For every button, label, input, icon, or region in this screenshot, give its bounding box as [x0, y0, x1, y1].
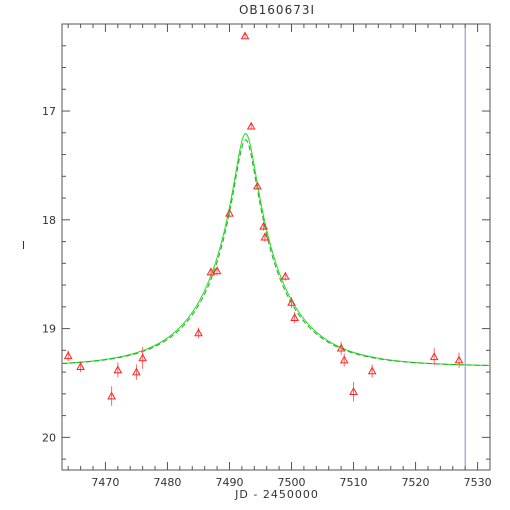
model-curve-solid [61, 133, 491, 366]
triangle-marker [339, 355, 349, 364]
triangle-marker [429, 352, 439, 361]
x-tick-label: 7490 [215, 476, 243, 489]
triangle-marker [336, 343, 346, 352]
data-point [253, 181, 262, 190]
data-point [138, 347, 147, 369]
data-point [194, 327, 203, 339]
triangle-marker [280, 271, 290, 280]
triangle-marker [206, 267, 216, 276]
data-points [63, 31, 464, 406]
x-tick-label: 7500 [278, 476, 306, 489]
triangle-marker [132, 367, 141, 376]
data-point [76, 361, 85, 373]
y-tick-label: 17 [42, 105, 56, 118]
data-point [349, 381, 358, 402]
triangle-marker [113, 365, 123, 374]
triangle-marker [246, 121, 256, 130]
tick-labels: 7470 7480 7490 7500 7510 7520 7530 17 18 19 20 [42, 105, 492, 489]
data-point [63, 350, 73, 362]
data-point [113, 362, 123, 378]
data-point [225, 208, 234, 217]
data-point [246, 121, 256, 130]
data-point [454, 352, 464, 368]
triangle-marker [253, 181, 262, 190]
triangle-marker [454, 355, 464, 364]
triangle-marker [225, 208, 234, 217]
data-point [107, 386, 116, 406]
triangle-marker [290, 313, 299, 322]
data-point [259, 221, 268, 231]
y-axis-label: I [22, 239, 26, 252]
data-point [280, 271, 290, 281]
x-axis-label: JD - 2450000 [234, 488, 319, 501]
triangle-marker [367, 366, 377, 375]
triangle-marker [138, 353, 147, 362]
triangle-marker [349, 387, 358, 395]
model-curves [61, 133, 491, 366]
data-point [132, 364, 141, 380]
data-point [260, 232, 270, 242]
triangle-marker [63, 351, 73, 360]
x-tick-label: 7520 [402, 476, 430, 489]
triangle-marker [287, 297, 296, 306]
data-point [287, 297, 296, 308]
triangle-marker [76, 362, 85, 370]
triangle-marker [212, 266, 222, 275]
x-tick-label: 7510 [340, 476, 368, 489]
data-point [290, 312, 299, 324]
triangle-marker [259, 221, 268, 230]
axis-ticks [62, 23, 491, 470]
x-tick-label: 7470 [91, 476, 119, 489]
y-tick-label: 18 [42, 214, 56, 227]
triangle-marker [240, 31, 250, 40]
data-point [339, 353, 349, 367]
triangle-marker [194, 328, 203, 337]
data-point [206, 267, 216, 277]
x-tick-label: 7530 [464, 476, 492, 489]
data-point [336, 341, 346, 355]
model-curve-dashed [61, 139, 491, 366]
triangle-marker [260, 232, 270, 241]
y-tick-label: 19 [42, 323, 56, 336]
data-point [429, 348, 439, 366]
x-tick-label: 7480 [153, 476, 181, 489]
y-tick-label: 20 [42, 431, 56, 444]
data-point [367, 364, 377, 378]
triangle-marker [107, 391, 116, 400]
data-point [240, 31, 250, 40]
plot-frame [61, 23, 491, 471]
chart-title: OB160673I [239, 3, 315, 17]
data-point [212, 266, 222, 276]
